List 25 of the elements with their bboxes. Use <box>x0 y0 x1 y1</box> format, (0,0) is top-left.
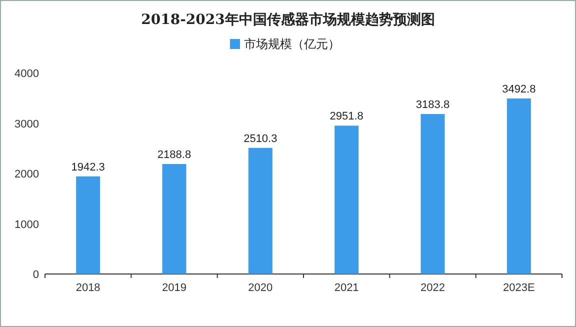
y-tick-label: 3000 <box>14 118 39 130</box>
x-tick-label: 2023E <box>503 282 535 294</box>
bar <box>334 126 359 274</box>
y-tick-label: 2000 <box>14 168 39 180</box>
x-tick-label: 2019 <box>162 282 186 294</box>
data-label: 3183.8 <box>416 99 450 112</box>
chart-title: 2018-2023年中国传感器市场规模趋势预测图 <box>141 11 435 28</box>
data-label: 1942.3 <box>71 161 105 174</box>
x-tick-label: 2018 <box>76 282 100 294</box>
bar <box>506 98 531 274</box>
legend-label: 市场规模（亿元） <box>244 37 340 51</box>
bar <box>248 148 272 274</box>
x-tick-label: 2021 <box>334 282 359 294</box>
data-label: 2188.8 <box>157 149 192 162</box>
bar <box>76 176 100 274</box>
bar <box>162 164 186 274</box>
data-label: 3492.8 <box>502 83 536 96</box>
y-tick-label: 4000 <box>14 68 39 80</box>
y-tick-label: 0 <box>32 269 39 281</box>
y-tick-label: 1000 <box>14 218 39 231</box>
x-tick-label: 2022 <box>420 282 445 294</box>
data-label: 2951.8 <box>330 110 364 123</box>
bar <box>420 114 445 274</box>
data-label: 2510.3 <box>244 132 278 145</box>
x-tick-label: 2020 <box>248 282 273 294</box>
